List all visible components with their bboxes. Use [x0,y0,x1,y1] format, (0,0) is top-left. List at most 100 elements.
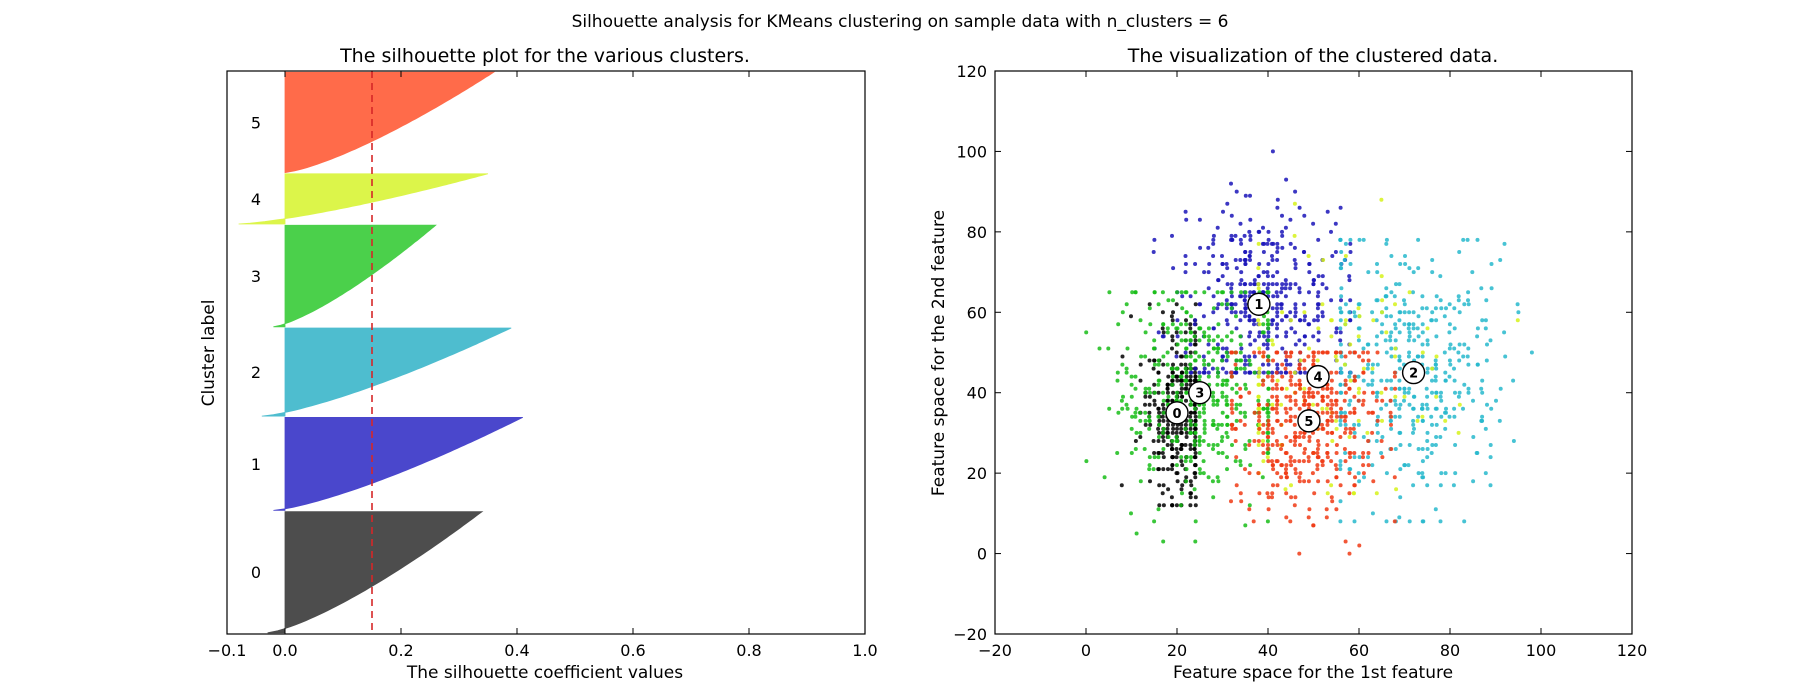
scatter-point [1389,346,1394,351]
scatter-point [1392,374,1397,379]
scatter-point [1161,354,1166,359]
scatter-point [1197,217,1202,222]
scatter-point [1348,262,1353,266]
scatter-point [1175,334,1180,339]
silhouette-cluster-5 [284,71,496,174]
scatter-point [1297,406,1302,411]
scatter-point [1329,406,1334,411]
scatter-point [1301,250,1306,254]
scatter-point [1216,479,1221,484]
scatter-point [1274,290,1279,295]
cluster-center-label-1: 1 [1254,298,1263,313]
scatter-point [1384,306,1389,311]
scatter-point [1183,209,1188,214]
scatter-point [1207,338,1211,343]
scatter-point [1170,338,1175,343]
scatter-point [1403,254,1407,258]
scatter-point [1434,406,1439,411]
scatter-point [1324,286,1329,291]
scatter-point [1301,435,1306,439]
scatter-point [1315,314,1320,319]
scatter-point [1151,467,1156,472]
scatter-point [1289,326,1294,331]
scatter-point [1361,237,1366,242]
scatter-point [1310,471,1315,476]
scatter-point [1184,346,1189,351]
scatter-point [1462,302,1467,307]
scatter-point [1274,370,1279,375]
scatter-point [1443,370,1448,375]
scatter-point [1225,467,1229,472]
scatter-point [1224,358,1229,363]
scatter-point [1179,354,1183,359]
scatter-point [1266,334,1271,339]
scatter-point [1320,350,1325,355]
scatter-point [1357,455,1362,460]
scatter-point [1229,290,1234,295]
scatter-point [1224,430,1229,435]
scatter-point [1479,418,1484,423]
cluster-points-5 [1229,350,1398,556]
scatter-point [1297,551,1302,556]
scatter-point [1229,370,1234,375]
scatter-point [1224,318,1229,323]
scatter-point [1175,451,1180,455]
scatter-point [1316,274,1321,279]
scatter-point [1347,310,1352,315]
scatter-point [1161,406,1166,411]
scatter-point [1170,447,1174,451]
scatter-point [1206,342,1211,347]
scatter-point [1330,499,1335,504]
scatter-point [1238,463,1243,468]
scatter-point [1393,322,1398,327]
scatter-point [1188,459,1193,464]
scatter-point [1156,358,1161,363]
scatter-point [1356,398,1361,403]
scatter-point [1365,350,1370,355]
scatter-point [1289,374,1294,379]
scatter-point [1320,310,1325,315]
scatter-point [1125,346,1130,351]
scatter-point [1375,414,1380,419]
scatter-point [1438,394,1443,399]
scatter-point [1302,366,1307,371]
scatter-point [1174,394,1179,399]
scatter-point [1270,258,1275,262]
scatter-point [1348,455,1352,460]
scatter-point [1343,414,1348,419]
scatter-point [1407,519,1412,524]
scatter-point [1265,290,1270,295]
scatter-point [1284,350,1288,355]
scatter-point [1475,362,1480,367]
scatter-point [1293,282,1298,287]
scatter-point [1338,483,1343,488]
scatter-point [1266,451,1271,455]
scatter-point [1434,394,1439,399]
scatter-point [1293,302,1298,307]
scatter-point [1211,241,1216,246]
scatter-point [1298,318,1303,323]
scatter-point [1211,398,1216,403]
scatter-point [1193,471,1198,476]
scatter-point [1379,274,1384,279]
scatter-point [1243,523,1248,528]
scatter-point [1211,447,1215,451]
scatter-point [1220,302,1224,307]
scatter-point [1238,350,1243,355]
scatter-point [1147,418,1152,423]
scatter-point [1425,338,1430,343]
scatter-point [1339,414,1344,419]
scatter-point [1178,330,1183,335]
silhouette-cluster-0 [267,511,484,634]
scatter-point [1343,430,1347,435]
scatter-point [1192,455,1197,460]
scatter-point [1361,346,1366,351]
scatter-point [1288,455,1293,460]
scatter-point [1224,350,1229,355]
scatter-point [1215,334,1220,339]
scatter-point [1270,149,1275,154]
scatter-point [1188,362,1193,367]
scatter-point [1152,382,1157,387]
scatter-point [1161,447,1166,451]
